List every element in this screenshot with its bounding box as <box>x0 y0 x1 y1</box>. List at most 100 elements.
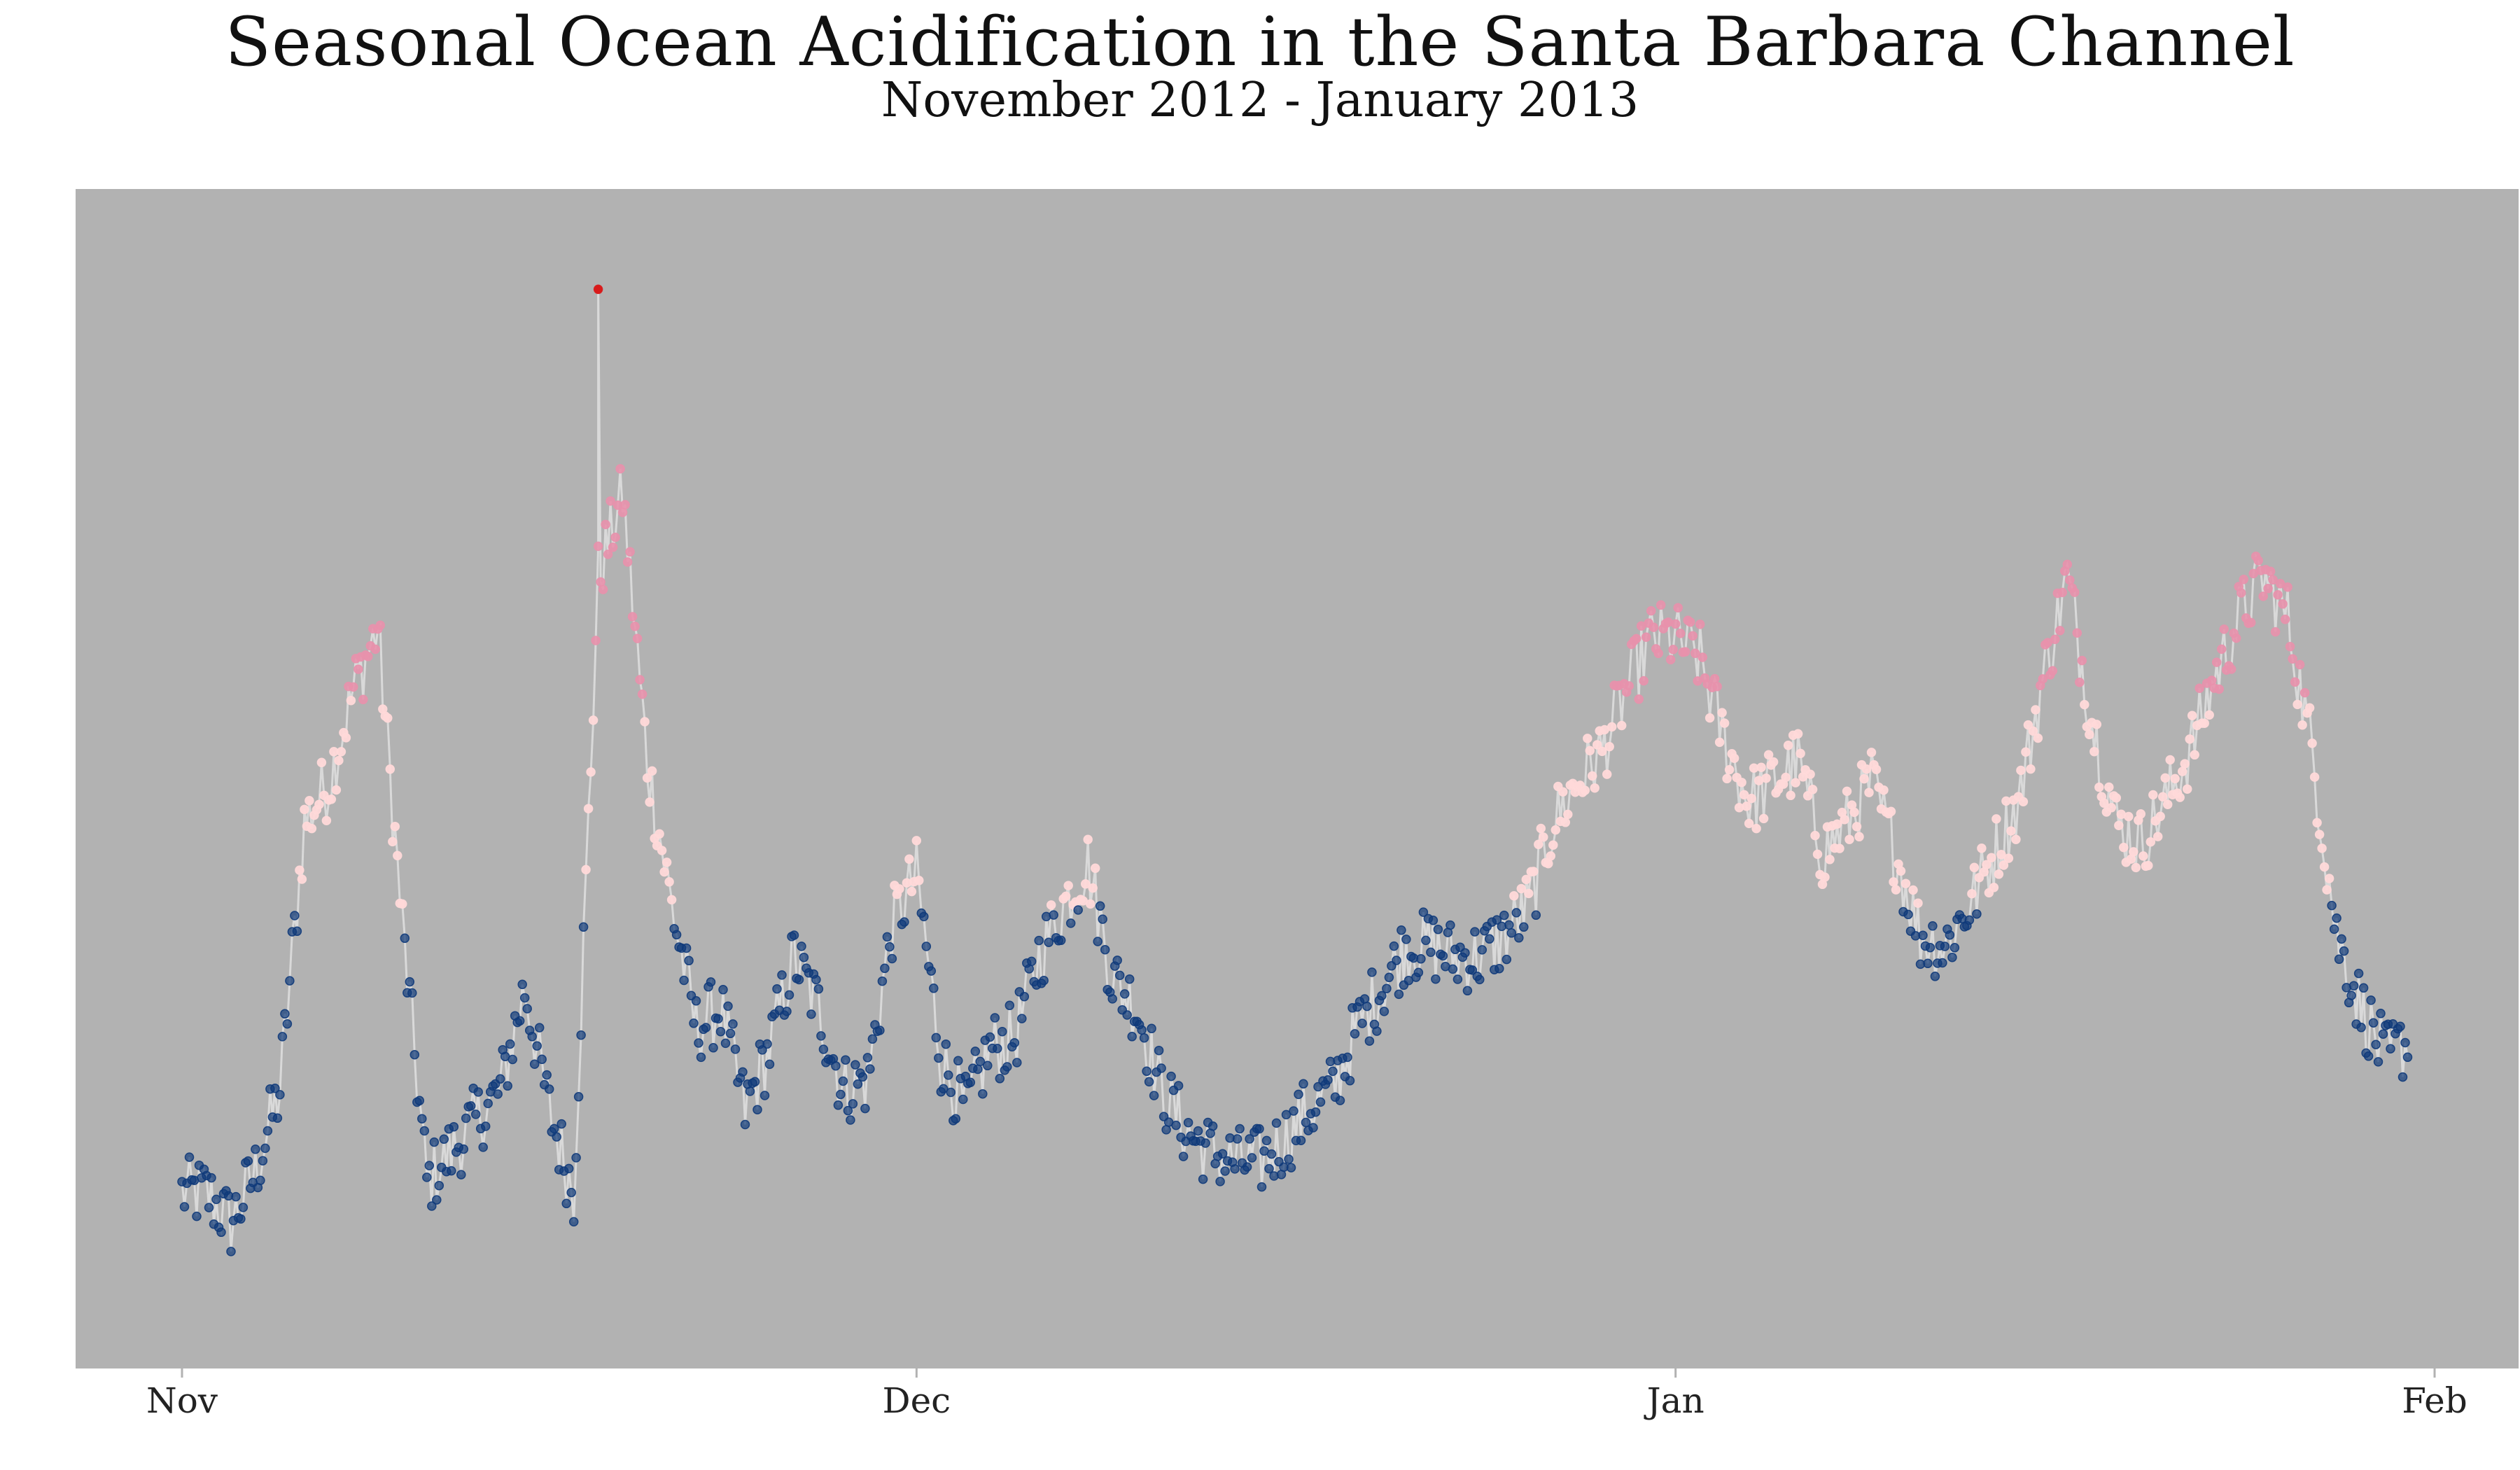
data-point <box>2312 818 2322 828</box>
data-point <box>1298 1079 1308 1089</box>
data-point <box>2246 617 2256 628</box>
data-point <box>752 1105 762 1114</box>
data-point <box>238 1203 248 1212</box>
data-point <box>811 974 821 985</box>
data-point <box>480 1121 491 1131</box>
data-point <box>939 1084 948 1094</box>
data-point <box>1712 681 1722 692</box>
data-point <box>1781 772 1791 783</box>
data-point <box>192 1211 202 1222</box>
data-point <box>1323 1075 1333 1085</box>
data-point <box>1046 900 1056 910</box>
data-point <box>2160 773 2170 783</box>
data-point <box>1438 951 1448 961</box>
data-point <box>2092 720 2102 729</box>
data-point <box>1751 823 1761 834</box>
data-point <box>1088 883 1098 893</box>
data-point <box>2376 1009 2386 1018</box>
data-point <box>427 1201 437 1211</box>
data-point <box>2329 924 2339 934</box>
data-point <box>1913 898 1923 908</box>
data-point <box>2319 862 2330 872</box>
data-point <box>2026 764 2036 774</box>
data-point <box>867 1034 878 1044</box>
data-point <box>1065 918 1076 928</box>
data-point <box>1433 924 1443 934</box>
data-point <box>1536 823 1546 834</box>
data-point <box>647 766 657 776</box>
data-point <box>664 877 674 887</box>
data-point <box>694 1038 704 1048</box>
data-point <box>179 1202 190 1212</box>
data-point <box>2199 718 2209 728</box>
data-point <box>419 1126 430 1136</box>
data-point <box>292 926 302 937</box>
data-point <box>965 1077 976 1088</box>
data-point <box>517 979 527 990</box>
data-point <box>1592 740 1602 750</box>
data-point <box>1266 1149 1277 1159</box>
data-point <box>2170 774 2180 784</box>
data-point <box>2273 589 2283 600</box>
data-point <box>2258 592 2268 601</box>
data-point <box>1972 909 1982 919</box>
data-point <box>833 1100 844 1110</box>
data-point <box>544 1084 554 1094</box>
data-point <box>226 1247 236 1256</box>
data-point <box>1127 1032 1137 1042</box>
data-point <box>1060 891 1071 902</box>
data-point <box>1494 963 1504 974</box>
data-point <box>1724 764 1735 775</box>
data-point <box>740 1119 750 1130</box>
data-point <box>1840 815 1849 825</box>
data-point <box>1198 1174 1208 1184</box>
data-point <box>1271 1118 1282 1128</box>
data-point <box>1379 1007 1390 1016</box>
data-point <box>875 1026 885 1035</box>
data-point <box>2185 734 2194 744</box>
data-point <box>1514 933 1524 943</box>
data-point <box>1903 909 1913 920</box>
data-point <box>2219 624 2229 634</box>
data-point <box>806 1009 816 1019</box>
data-point <box>1665 654 1676 665</box>
data-point <box>1149 1091 1159 1100</box>
data-point <box>1142 1066 1152 1077</box>
data-point <box>1235 1124 1245 1134</box>
data-point <box>720 1038 731 1049</box>
data-point <box>1546 851 1556 861</box>
data-point <box>1982 860 1991 870</box>
data-point <box>608 542 618 552</box>
data-point <box>1183 1117 1194 1128</box>
data-point <box>1795 748 1805 759</box>
data-point <box>620 500 630 510</box>
data-point <box>1026 956 1037 967</box>
data-point <box>1147 1023 1156 1034</box>
data-point <box>470 1110 481 1119</box>
data-point <box>1232 1134 1242 1144</box>
data-point <box>1004 1000 1015 1011</box>
data-point <box>1886 806 1896 817</box>
data-point <box>2283 582 2292 592</box>
chart-title: Seasonal Ocean Acidification in the Sant… <box>225 3 2295 81</box>
data-point <box>848 1099 858 1109</box>
data-point <box>1714 737 1725 748</box>
data-point <box>637 689 648 699</box>
data-point <box>1675 629 1686 638</box>
data-point <box>1343 1052 1352 1063</box>
data-point <box>899 917 909 927</box>
data-point <box>414 1096 425 1106</box>
data-point <box>206 1172 216 1183</box>
data-point <box>2094 782 2104 792</box>
data-point <box>993 1044 1002 1054</box>
data-point <box>505 1039 515 1049</box>
data-point <box>1357 1018 1367 1028</box>
data-point <box>2395 1021 2405 1032</box>
data-point <box>449 1121 459 1132</box>
data-point <box>2226 664 2236 674</box>
data-point <box>701 1023 711 1032</box>
data-point <box>911 836 922 846</box>
data-point <box>1012 1058 1022 1068</box>
data-point <box>1709 673 1720 684</box>
data-point <box>1791 778 1800 788</box>
